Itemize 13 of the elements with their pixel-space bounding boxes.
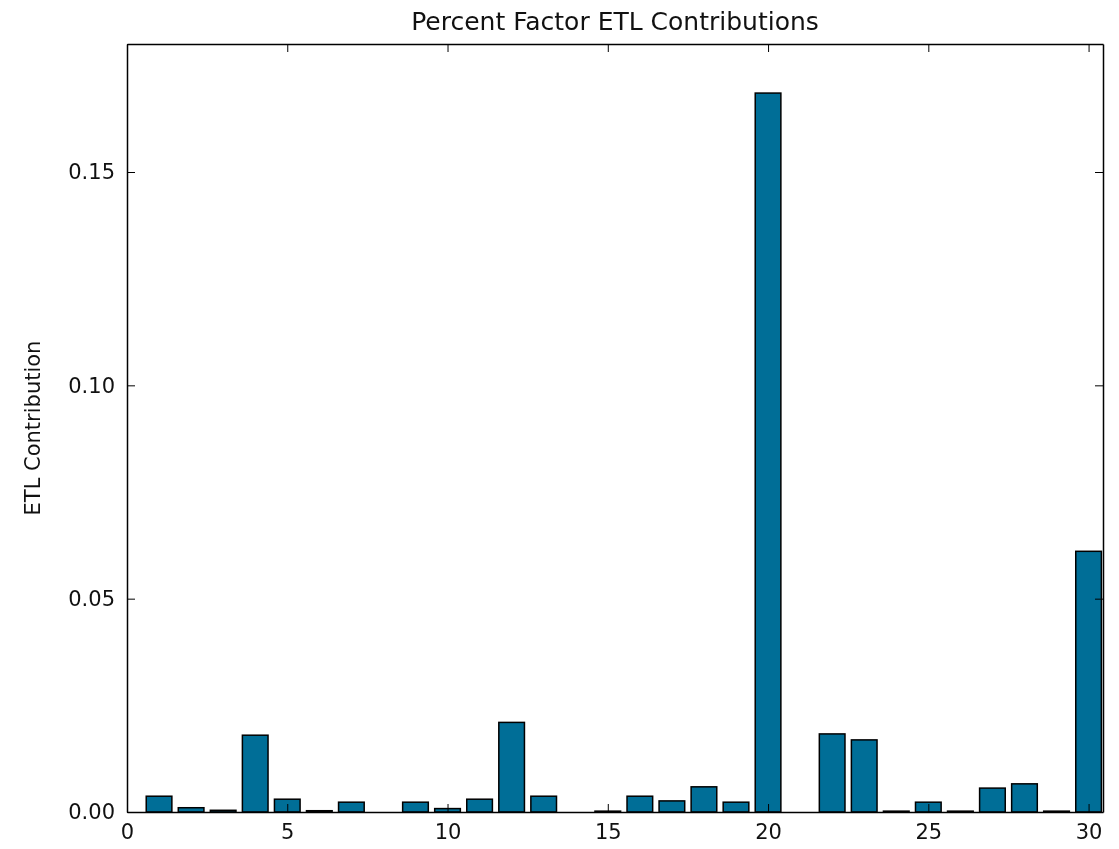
x-tick-label: 20 <box>755 819 782 844</box>
y-tick-label: 0.10 <box>68 373 115 398</box>
x-tick-label: 10 <box>434 819 462 844</box>
x-tick-label: 15 <box>594 819 622 844</box>
x-tick-label: 30 <box>1075 819 1103 844</box>
y-tick-label: 0.05 <box>68 586 115 611</box>
x-tick-label: 0 <box>120 819 135 844</box>
chart-title: Percent Factor ETL Contributions <box>411 7 819 36</box>
x-tick-label: 25 <box>915 819 943 844</box>
y-tick-label: 0.00 <box>68 800 115 825</box>
x-tick-label: 5 <box>281 819 295 844</box>
y-tick-label: 0.15 <box>68 160 115 185</box>
y-axis-title: ETL Contribution <box>21 340 45 516</box>
